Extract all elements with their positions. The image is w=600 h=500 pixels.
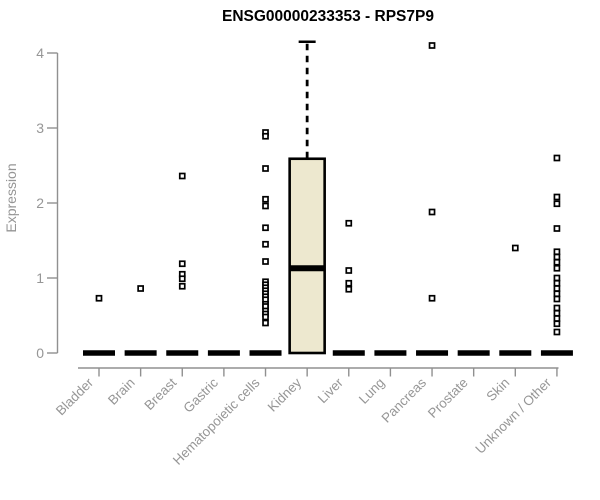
outlier-point xyxy=(553,253,561,261)
y-tick-label: 1 xyxy=(36,270,44,286)
outlier-point xyxy=(553,295,561,303)
zero-median-bar xyxy=(124,350,157,356)
median-line xyxy=(289,265,325,272)
outlier-point xyxy=(553,154,561,162)
outlier-point xyxy=(262,165,269,172)
outlier-point xyxy=(262,319,269,327)
chart-title: ENSG00000233353 - RPS7P9 xyxy=(222,8,434,25)
x-tick-label-kidney: Kidney xyxy=(265,375,305,415)
outlier-point xyxy=(553,285,561,292)
zero-median-bar xyxy=(166,350,199,356)
outlier-point xyxy=(178,172,186,180)
outlier-point xyxy=(345,267,353,274)
outlier-point xyxy=(553,193,561,201)
x-tick-label-lung: Lung xyxy=(356,375,388,407)
outlier-point xyxy=(553,315,561,322)
x-tick-label-brain: Brain xyxy=(105,375,138,408)
y-tick-label: 2 xyxy=(36,195,44,211)
outlier-point xyxy=(553,309,561,317)
outlier-point xyxy=(137,285,144,292)
x-tick-label-skin: Skin xyxy=(483,375,512,404)
outlier-point xyxy=(262,313,269,321)
outlier-point xyxy=(262,240,269,248)
outlier-point xyxy=(345,279,353,287)
outlier-point xyxy=(262,195,269,203)
outlier-point xyxy=(345,285,353,293)
x-tick-label-liver: Liver xyxy=(315,375,347,407)
outlier-point xyxy=(262,258,269,265)
outlier-point xyxy=(553,225,561,232)
outlier-point xyxy=(428,294,436,302)
zero-median-bar xyxy=(457,350,490,356)
y-tick-label: 4 xyxy=(36,45,44,61)
outlier-point xyxy=(262,202,269,210)
x-tick-label-gastric: Gastric xyxy=(180,375,221,416)
outlier-point xyxy=(553,264,561,272)
outlier-point xyxy=(178,275,186,283)
outlier-point xyxy=(178,260,186,268)
outlier-point xyxy=(553,290,561,298)
zero-median-bar xyxy=(83,350,115,356)
y-tick-label: 3 xyxy=(36,120,44,136)
outlier-point xyxy=(553,200,561,208)
x-tick-label-bladder: Bladder xyxy=(53,375,97,419)
outlier-point xyxy=(553,320,561,328)
outlier-point xyxy=(345,219,353,227)
y-tick-label: 0 xyxy=(36,345,44,361)
y-axis-title: Expression xyxy=(3,163,19,232)
outlier-point xyxy=(553,258,561,266)
zero-median-bar xyxy=(540,350,573,356)
x-tick-label-prostate: Prostate xyxy=(425,375,471,421)
zero-median-bar xyxy=(499,350,532,356)
x-tick-label-pancreas: Pancreas xyxy=(379,375,430,426)
outlier-point xyxy=(553,274,561,282)
outlier-point xyxy=(262,132,269,140)
outlier-point xyxy=(428,42,436,49)
outlier-point xyxy=(553,279,561,287)
outlier-point xyxy=(553,248,561,256)
outlier-point xyxy=(511,244,519,252)
outlier-point xyxy=(428,208,436,216)
zero-median-bar xyxy=(416,350,449,356)
zero-median-bar xyxy=(207,350,240,356)
x-tick-label-unknown-other: Unknown / Other xyxy=(472,375,554,457)
zero-median-bar xyxy=(374,350,407,356)
outlier-point xyxy=(95,294,103,302)
box-kidney xyxy=(288,157,326,355)
x-tick-label-breast: Breast xyxy=(141,375,179,413)
outlier-point xyxy=(178,282,186,290)
outlier-point xyxy=(553,328,561,336)
outlier-point xyxy=(553,304,561,312)
outlier-point xyxy=(262,224,269,232)
zero-median-bar xyxy=(249,350,282,356)
zero-median-bar xyxy=(332,350,365,356)
